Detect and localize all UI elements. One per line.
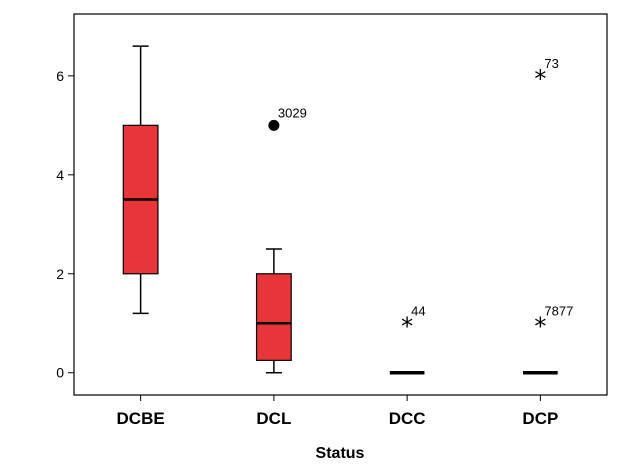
outlier-label: 3029 bbox=[278, 105, 307, 120]
x-axis: DCBE DCL DCC DCP bbox=[117, 395, 558, 428]
x-tick-label: DCC bbox=[389, 409, 426, 428]
extreme-marker: * bbox=[534, 312, 546, 340]
extreme-marker: * bbox=[534, 65, 546, 93]
plot-area bbox=[73, 13, 608, 396]
boxes-layer: 3029*44*73*7877 bbox=[122, 45, 573, 375]
box-group-dcbe bbox=[122, 45, 159, 315]
box-group-dcc: *44 bbox=[389, 303, 426, 375]
outlier-marker bbox=[268, 119, 280, 131]
x-tick-label: DCL bbox=[256, 409, 291, 428]
box-group-dcl: 3029 bbox=[255, 105, 307, 374]
y-tick-label: 0 bbox=[56, 365, 64, 381]
outlier-label: 7877 bbox=[544, 303, 573, 318]
y-tick-label: 2 bbox=[56, 266, 64, 282]
box-group-dcp: *73*7877 bbox=[523, 56, 573, 375]
x-tick-label: DCBE bbox=[117, 409, 165, 428]
y-axis: 0 2 4 6 bbox=[56, 68, 74, 381]
y-tick-label: 6 bbox=[56, 68, 64, 84]
extreme-marker: * bbox=[401, 312, 413, 340]
y-tick-label: 4 bbox=[56, 167, 64, 183]
x-axis-title: Status bbox=[316, 445, 365, 462]
x-tick-label: DCP bbox=[522, 409, 558, 428]
outlier-label: 73 bbox=[544, 56, 558, 71]
outlier-label: 44 bbox=[411, 303, 425, 318]
box bbox=[255, 273, 292, 361]
